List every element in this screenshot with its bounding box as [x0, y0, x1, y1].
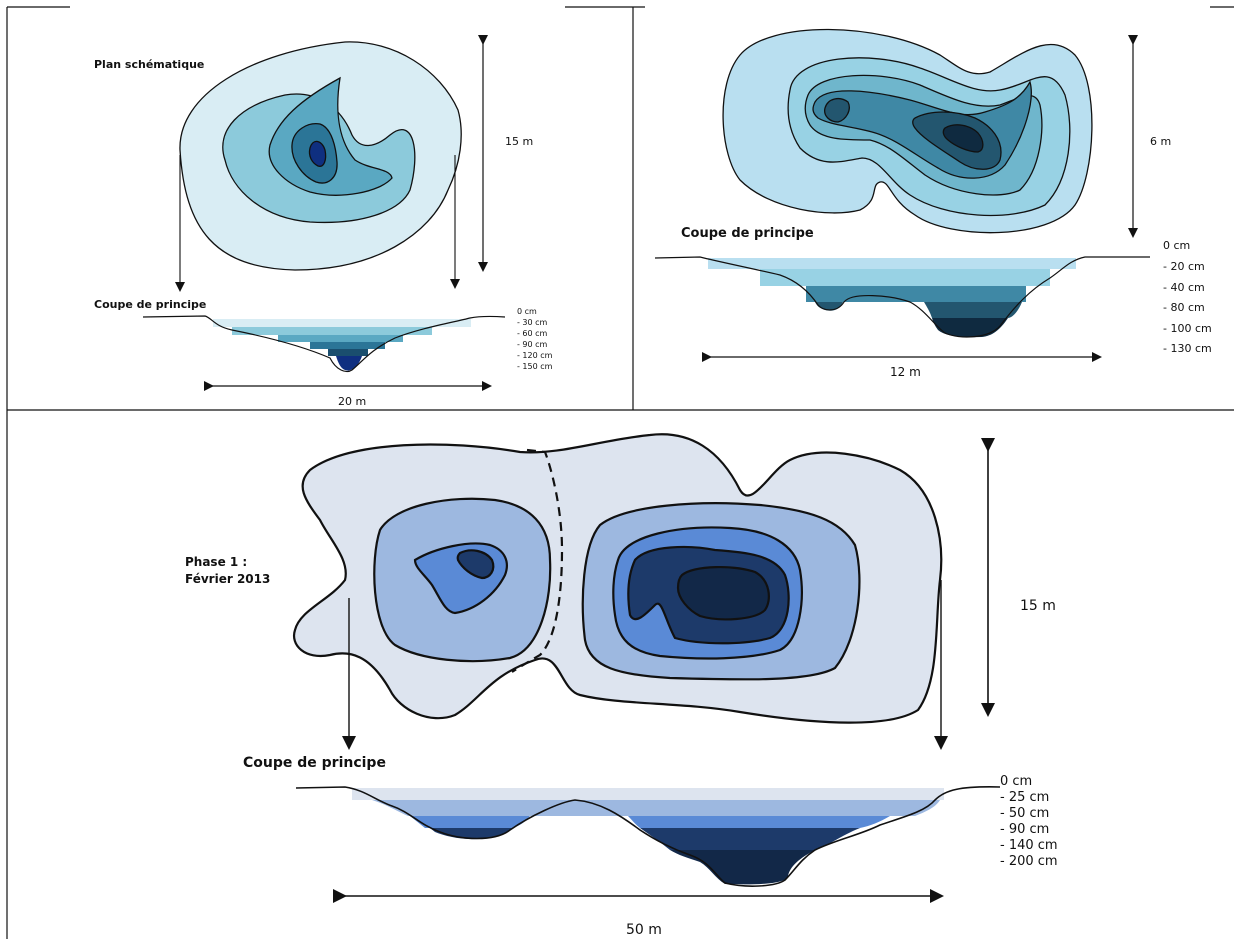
layer-a-5 [328, 349, 368, 356]
phase-divider [511, 448, 564, 673]
panel-a-depth-0: 0 cm [517, 307, 537, 316]
panel-a-section-title: Coupe de principe [94, 298, 206, 311]
panel-a-depth-4: - 120 cm [517, 351, 553, 360]
panel-c-phase-date: Février 2013 [185, 572, 270, 586]
panel-c-plan [292, 433, 943, 724]
layer-c-5 [670, 850, 815, 885]
panel-a-depth-2: - 60 cm [517, 329, 548, 338]
panel-a-width-label: 20 m [338, 395, 366, 408]
panel-b-ground-line [654, 256, 1150, 338]
layer-b-1 [708, 258, 1076, 269]
contour-a-5 [308, 140, 327, 167]
panel-b-section [654, 256, 1150, 338]
layer-a-1 [213, 319, 471, 327]
panel-a-title: Plan schématique [94, 58, 204, 71]
layer-b-5 [932, 318, 1008, 338]
panel-b-depth-0: 0 cm [1163, 239, 1190, 252]
panel-a-depth-1: - 30 cm [517, 318, 548, 327]
contour-c-5b [676, 565, 770, 621]
layer-c-4 [430, 828, 860, 850]
panel-b-depth-3: - 80 cm [1163, 301, 1205, 314]
panel-b-height-label: 6 m [1150, 135, 1171, 148]
panel-b-width-label: 12 m [890, 365, 921, 379]
panel-a: Plan schématique 15 m Coupe de principe … [94, 35, 553, 408]
layer-a-4 [310, 342, 385, 349]
panel-a-height-label: 15 m [505, 135, 533, 148]
panel-b-depth-1: - 20 cm [1163, 260, 1205, 273]
panel-c-depth-1: - 25 cm [1000, 790, 1049, 805]
panel-a-depth-3: - 90 cm [517, 340, 548, 349]
panel-a-ground-line [142, 315, 506, 373]
panel-c-section [295, 786, 1001, 887]
panel-b-depth-2: - 40 cm [1163, 281, 1205, 294]
panel-b-plan [722, 28, 1093, 234]
panel-c-depth-2: - 50 cm [1000, 806, 1049, 821]
panel-c-height-label: 15 m [1020, 598, 1056, 614]
layer-c-1 [352, 788, 944, 800]
panel-a-plan [179, 41, 462, 271]
panel-a-depth-5: - 150 cm [517, 362, 553, 371]
panel-b-depth-4: - 100 cm [1163, 322, 1212, 335]
frame-lines [6, 6, 1234, 939]
layer-b-2 [760, 269, 1050, 286]
panel-c-phase-label: Phase 1 : [185, 555, 247, 569]
contour-c-4a [456, 549, 495, 580]
panel-b-section-title: Coupe de principe [681, 226, 814, 241]
layer-b-3 [806, 286, 1026, 302]
panel-c-width-label: 50 m [626, 922, 662, 938]
panel-c-section-title: Coupe de principe [243, 755, 386, 771]
layer-c-2 [372, 800, 940, 816]
layer-a-3 [278, 335, 403, 342]
layer-a-2 [232, 327, 432, 335]
panel-c: Phase 1 : Février 2013 15 m Coupe de pri… [185, 433, 1058, 938]
panel-b: 6 m Coupe de principe 0 cm - 20 cm - 40 … [654, 28, 1212, 379]
panel-c-depth-5: - 200 cm [1000, 854, 1058, 869]
panel-c-depth-3: - 90 cm [1000, 822, 1049, 837]
panel-c-depth-4: - 140 cm [1000, 838, 1058, 853]
panel-a-section [142, 315, 506, 373]
contour-b-5 [824, 97, 1002, 170]
layer-b-4 [815, 302, 1022, 318]
layer-c-3 [410, 816, 890, 828]
panel-c-ground-line [295, 786, 1001, 887]
contour-b-6 [942, 124, 984, 153]
panel-c-depth-0: 0 cm [1000, 774, 1032, 789]
panel-b-depth-5: - 130 cm [1163, 342, 1212, 355]
layer-a-6 [336, 356, 362, 371]
